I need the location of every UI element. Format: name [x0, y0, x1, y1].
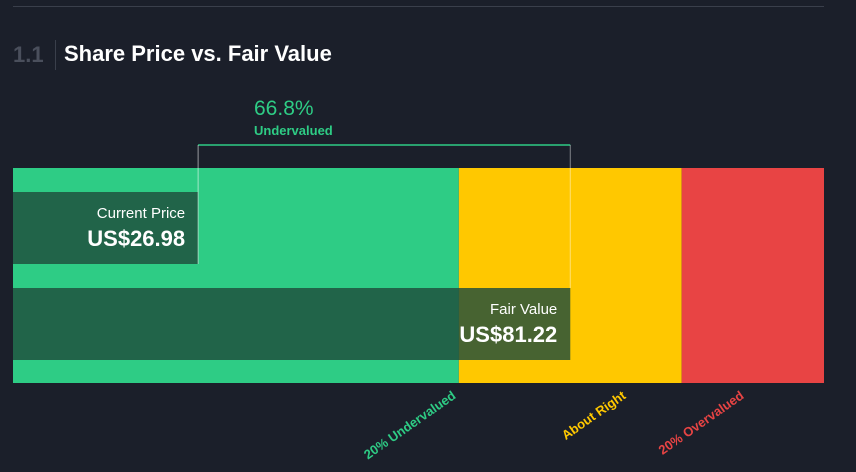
top-divider	[13, 6, 824, 7]
section-title: Share Price vs. Fair Value	[64, 41, 332, 66]
fair-value-title: Fair Value	[490, 301, 558, 318]
current-price-label: Current Price US$26.98	[87, 205, 185, 252]
bar-0	[13, 192, 199, 264]
fair-value-label: Fair Value US$81.22	[459, 301, 557, 348]
section-number: 1.1	[13, 42, 44, 67]
section-divider	[55, 40, 56, 70]
difference-label: Undervalued	[254, 123, 333, 138]
current-price-value: US$26.98	[87, 226, 186, 251]
zone-2	[681, 168, 824, 383]
fair-value-value: US$81.22	[459, 322, 558, 347]
current-price-title: Current Price	[96, 205, 186, 222]
bar-1	[13, 288, 571, 360]
difference-percent: 66.8%	[254, 97, 314, 120]
